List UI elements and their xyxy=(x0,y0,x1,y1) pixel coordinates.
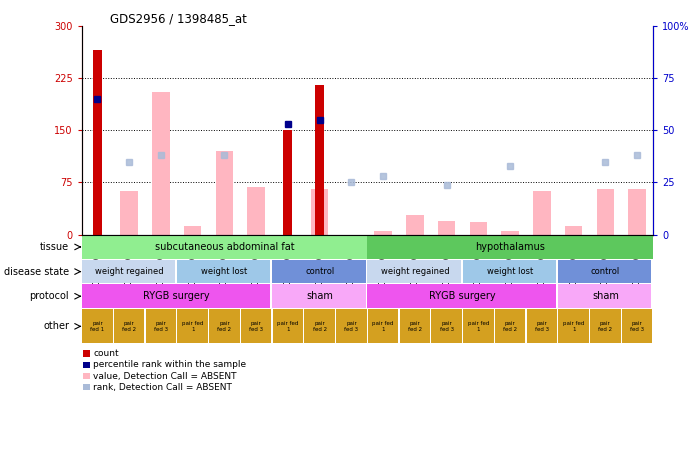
Bar xyxy=(82,284,270,308)
Text: percentile rank within the sample: percentile rank within the sample xyxy=(93,360,247,369)
Text: value, Detection Call = ABSENT: value, Detection Call = ABSENT xyxy=(93,372,237,381)
Text: hypothalamus: hypothalamus xyxy=(475,242,545,252)
Bar xyxy=(438,221,455,235)
Text: pair
fed 3: pair fed 3 xyxy=(154,321,168,332)
Bar xyxy=(83,384,90,391)
Bar xyxy=(311,190,328,235)
Text: disease state: disease state xyxy=(4,266,69,277)
Bar xyxy=(368,284,556,308)
Bar xyxy=(558,310,589,344)
Bar xyxy=(209,310,240,344)
Bar xyxy=(177,260,270,283)
Bar xyxy=(83,373,90,379)
Bar xyxy=(628,190,646,235)
Text: pair fed
1: pair fed 1 xyxy=(182,321,203,332)
Bar xyxy=(83,350,90,357)
Text: tissue: tissue xyxy=(40,242,69,252)
Bar xyxy=(368,235,653,259)
Bar xyxy=(283,130,292,235)
Bar xyxy=(247,187,265,235)
Bar xyxy=(463,310,493,344)
Text: pair
fed 2: pair fed 2 xyxy=(312,321,327,332)
Bar xyxy=(399,310,430,344)
Bar xyxy=(596,190,614,235)
Text: pair
fed 1: pair fed 1 xyxy=(91,321,104,332)
Bar xyxy=(273,310,303,344)
Bar xyxy=(315,85,324,235)
Bar xyxy=(82,235,368,259)
Text: pair
fed 3: pair fed 3 xyxy=(439,321,454,332)
Text: subcutaneous abdominal fat: subcutaneous abdominal fat xyxy=(155,242,294,252)
Bar xyxy=(406,215,424,235)
Bar xyxy=(120,191,138,235)
Text: GDS2956 / 1398485_at: GDS2956 / 1398485_at xyxy=(110,12,247,25)
Text: pair
fed 3: pair fed 3 xyxy=(249,321,263,332)
Bar xyxy=(431,310,462,344)
Bar xyxy=(462,260,556,283)
Bar xyxy=(495,310,525,344)
Text: pair
fed 3: pair fed 3 xyxy=(630,321,644,332)
Text: pair fed
1: pair fed 1 xyxy=(372,321,394,332)
Bar xyxy=(83,362,90,368)
Text: pair
fed 2: pair fed 2 xyxy=(122,321,136,332)
Bar xyxy=(533,191,551,235)
Text: control: control xyxy=(305,267,334,276)
Text: other: other xyxy=(43,321,69,331)
Bar xyxy=(305,310,335,344)
Bar xyxy=(622,310,652,344)
Text: RYGB surgery: RYGB surgery xyxy=(144,291,210,301)
Bar xyxy=(558,284,652,308)
Bar xyxy=(558,260,652,283)
Text: weight regained: weight regained xyxy=(95,267,164,276)
Bar xyxy=(375,231,392,235)
Bar xyxy=(146,310,176,344)
Text: weight lost: weight lost xyxy=(487,267,533,276)
Text: pair
fed 2: pair fed 2 xyxy=(218,321,231,332)
Text: weight regained: weight regained xyxy=(381,267,449,276)
Bar xyxy=(565,226,583,235)
Text: sham: sham xyxy=(592,291,619,301)
Bar xyxy=(82,310,113,344)
Bar xyxy=(470,222,487,235)
Text: count: count xyxy=(93,349,119,358)
Bar xyxy=(178,310,208,344)
Text: control: control xyxy=(591,267,620,276)
Text: pair
fed 2: pair fed 2 xyxy=(503,321,517,332)
Text: pair fed
1: pair fed 1 xyxy=(277,321,299,332)
Text: pair
fed 3: pair fed 3 xyxy=(344,321,359,332)
Bar xyxy=(527,310,557,344)
Text: pair fed
1: pair fed 1 xyxy=(563,321,585,332)
Bar xyxy=(368,310,399,344)
Text: pair
fed 2: pair fed 2 xyxy=(598,321,612,332)
Bar xyxy=(272,260,366,283)
Text: weight lost: weight lost xyxy=(201,267,247,276)
Bar xyxy=(272,284,366,308)
Bar xyxy=(82,260,176,283)
Bar xyxy=(241,310,272,344)
Bar xyxy=(336,310,367,344)
Bar xyxy=(152,92,169,235)
Text: protocol: protocol xyxy=(30,291,69,301)
Bar xyxy=(184,226,201,235)
Text: sham: sham xyxy=(306,291,333,301)
Bar xyxy=(590,310,621,344)
Text: pair
fed 2: pair fed 2 xyxy=(408,321,422,332)
Bar xyxy=(502,231,519,235)
Bar xyxy=(93,50,102,235)
Text: pair fed
1: pair fed 1 xyxy=(468,321,489,332)
Bar xyxy=(368,260,461,283)
Bar xyxy=(216,151,233,235)
Text: pair
fed 3: pair fed 3 xyxy=(535,321,549,332)
Bar xyxy=(114,310,144,344)
Text: rank, Detection Call = ABSENT: rank, Detection Call = ABSENT xyxy=(93,383,232,392)
Text: RYGB surgery: RYGB surgery xyxy=(429,291,496,301)
